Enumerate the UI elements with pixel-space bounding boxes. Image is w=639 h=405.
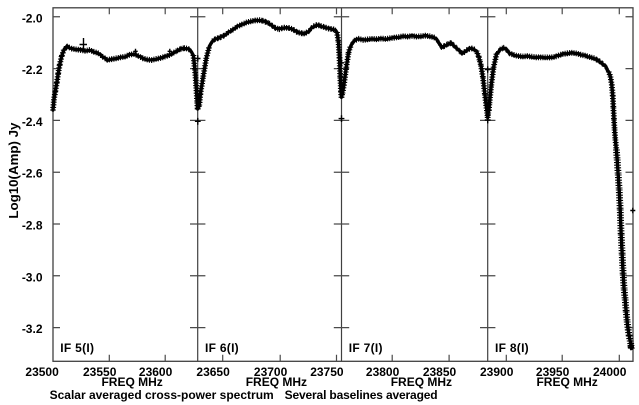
svg-text:FREQ MHz: FREQ MHz <box>101 375 162 389</box>
svg-text:Log10(Amp) Jy: Log10(Amp) Jy <box>6 122 21 219</box>
svg-text:-2.2: -2.2 <box>22 63 43 77</box>
svg-text:IF 6(I): IF 6(I) <box>205 341 239 355</box>
svg-text:23800: 23800 <box>366 365 400 379</box>
svg-text:Scalar averaged cross-power sp: Scalar averaged cross-power spectrum <box>50 388 274 402</box>
svg-text:-2.0: -2.0 <box>22 11 43 25</box>
svg-text:24000: 24000 <box>593 365 627 379</box>
svg-text:23500: 23500 <box>25 365 59 379</box>
svg-text:-2.4: -2.4 <box>22 115 43 129</box>
svg-text:23900: 23900 <box>480 365 514 379</box>
svg-text:IF 7(I): IF 7(I) <box>349 341 383 355</box>
svg-text:FREQ MHz: FREQ MHz <box>391 375 452 389</box>
svg-text:23550: 23550 <box>83 365 117 379</box>
svg-text:-3.2: -3.2 <box>22 322 43 336</box>
svg-text:23700: 23700 <box>254 365 288 379</box>
svg-text:23600: 23600 <box>139 365 173 379</box>
svg-text:23850: 23850 <box>423 365 457 379</box>
svg-text:FREQ MHz: FREQ MHz <box>246 375 307 389</box>
svg-text:Several baselines averaged: Several baselines averaged <box>285 388 438 402</box>
svg-text:23750: 23750 <box>310 365 344 379</box>
svg-text:-3.0: -3.0 <box>22 270 43 284</box>
svg-text:23650: 23650 <box>196 365 230 379</box>
svg-text:IF 8(I): IF 8(I) <box>495 341 529 355</box>
svg-text:IF 5(I): IF 5(I) <box>60 341 94 355</box>
svg-text:-2.8: -2.8 <box>22 219 43 233</box>
svg-text:FREQ MHz: FREQ MHz <box>536 375 597 389</box>
svg-text:23950: 23950 <box>536 365 570 379</box>
svg-text:-2.6: -2.6 <box>22 167 43 181</box>
